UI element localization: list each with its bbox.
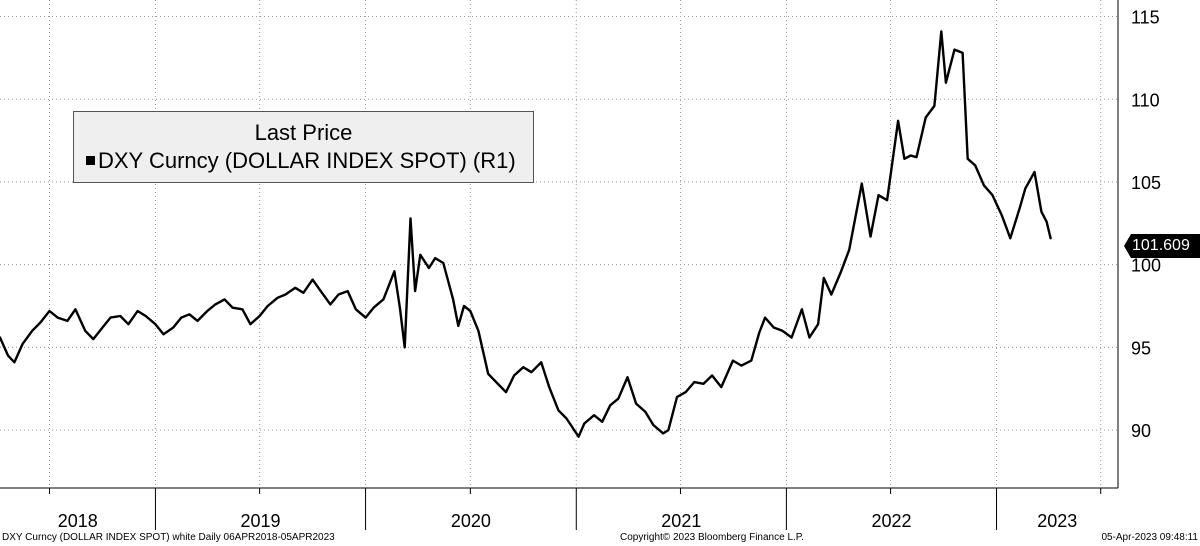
- y-tick-label: 115: [1131, 8, 1160, 28]
- x-tick-label: 2023: [1037, 511, 1077, 531]
- y-tick-label: 100: [1131, 256, 1161, 276]
- series-layer: [0, 30, 1052, 438]
- legend-box: Last Price DXY Curncy (DOLLAR INDEX SPOT…: [73, 111, 534, 183]
- y-tick-label: 95: [1131, 338, 1151, 358]
- x-tick-label: 2018: [58, 511, 98, 531]
- grid-lines: [0, 0, 1118, 488]
- y-tick-label: 105: [1131, 173, 1161, 193]
- footer-description: DXY Curncy (DOLLAR INDEX SPOT) white Dai…: [2, 532, 335, 543]
- y-tick-label: 110: [1131, 90, 1160, 110]
- y-axis: 90 95 100 105 110 115: [1117, 0, 1161, 488]
- x-tick-label: 2021: [661, 511, 701, 531]
- last-value-tag-shape: [1124, 234, 1200, 258]
- footer-copyright: Copyright© 2023 Bloomberg Finance L.P.: [620, 532, 804, 543]
- x-tick-label: 2022: [871, 511, 911, 531]
- x-tick-label: 2020: [451, 511, 491, 531]
- legend-swatch-icon: [86, 155, 95, 165]
- last-value-tag: 101.609: [1124, 234, 1200, 258]
- legend-title: Last Price: [254, 120, 353, 145]
- series-line-dxy: [0, 30, 1052, 438]
- legend-entry: DXY Curncy (DOLLAR INDEX SPOT) (R1): [86, 148, 516, 174]
- footer-timestamp: 05-Apr-2023 09:48:11: [1101, 532, 1198, 543]
- last-value-label: 101.609: [1132, 237, 1190, 254]
- x-axis: 2018 2019 2020 2021 2022 2023: [0, 487, 1118, 531]
- y-tick-label: 90: [1131, 421, 1151, 441]
- legend-entry-label: DXY Curncy (DOLLAR INDEX SPOT) (R1): [98, 148, 516, 173]
- x-tick-label: 2019: [240, 511, 280, 531]
